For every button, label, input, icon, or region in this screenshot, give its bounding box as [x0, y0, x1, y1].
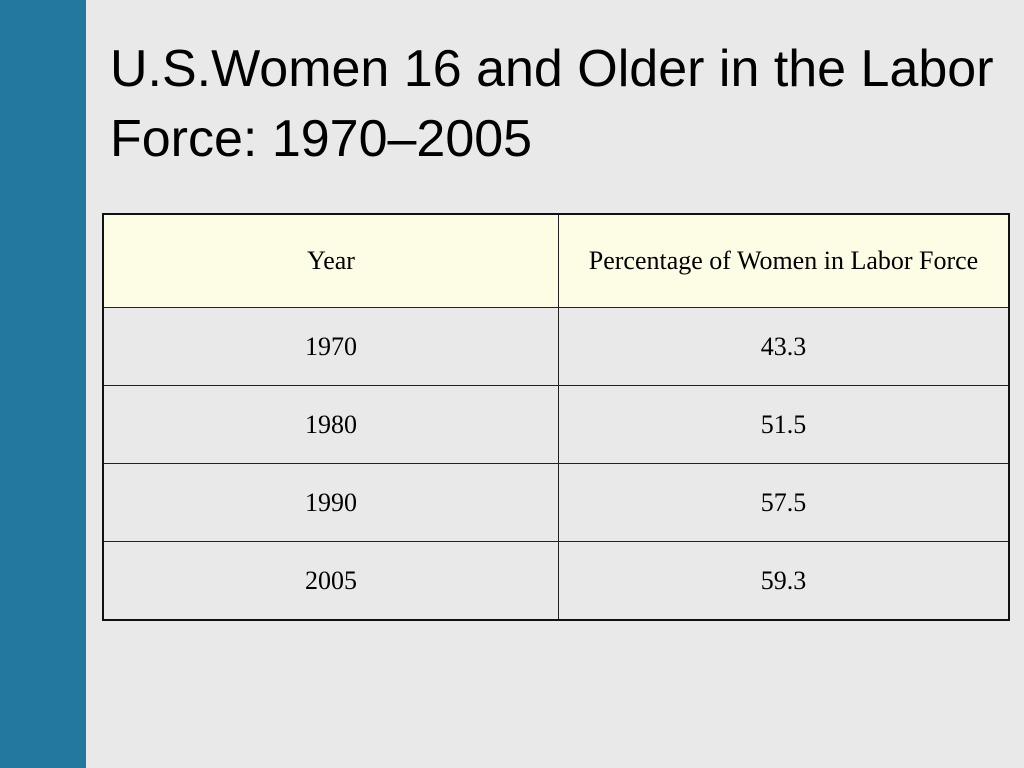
table-row: 1970 43.3 — [102, 307, 1010, 386]
table-body: 1970 43.3 1980 51.5 1990 57.5 2005 59.3 — [102, 307, 1010, 621]
header-cell: Year — [102, 213, 559, 308]
table-cell: 1990 — [102, 463, 559, 542]
table-cell: 1980 — [102, 385, 559, 464]
table-head: Year Percentage of Women in Labor Force — [102, 213, 1010, 308]
table-cell: 1970 — [102, 307, 559, 386]
side-bar — [0, 0, 86, 768]
table-row: 1980 51.5 — [102, 385, 1010, 464]
header-row: Year Percentage of Women in Labor Force — [102, 213, 1010, 308]
table-cell: 57.5 — [558, 463, 1010, 542]
data-table: Year Percentage of Women in Labor Force 1… — [102, 213, 1010, 621]
header-cell: Percentage of Women in Labor Force — [558, 213, 1010, 308]
table-cell: 51.5 — [558, 385, 1010, 464]
table-cell: 2005 — [102, 541, 559, 621]
table-cell: 43.3 — [558, 307, 1010, 386]
table-row: 2005 59.3 — [102, 541, 1010, 621]
slide-title: U.S.Women 16 and Older in the Labor Forc… — [110, 40, 994, 168]
table-cell: 59.3 — [558, 541, 1010, 621]
table-row: 1990 57.5 — [102, 463, 1010, 542]
